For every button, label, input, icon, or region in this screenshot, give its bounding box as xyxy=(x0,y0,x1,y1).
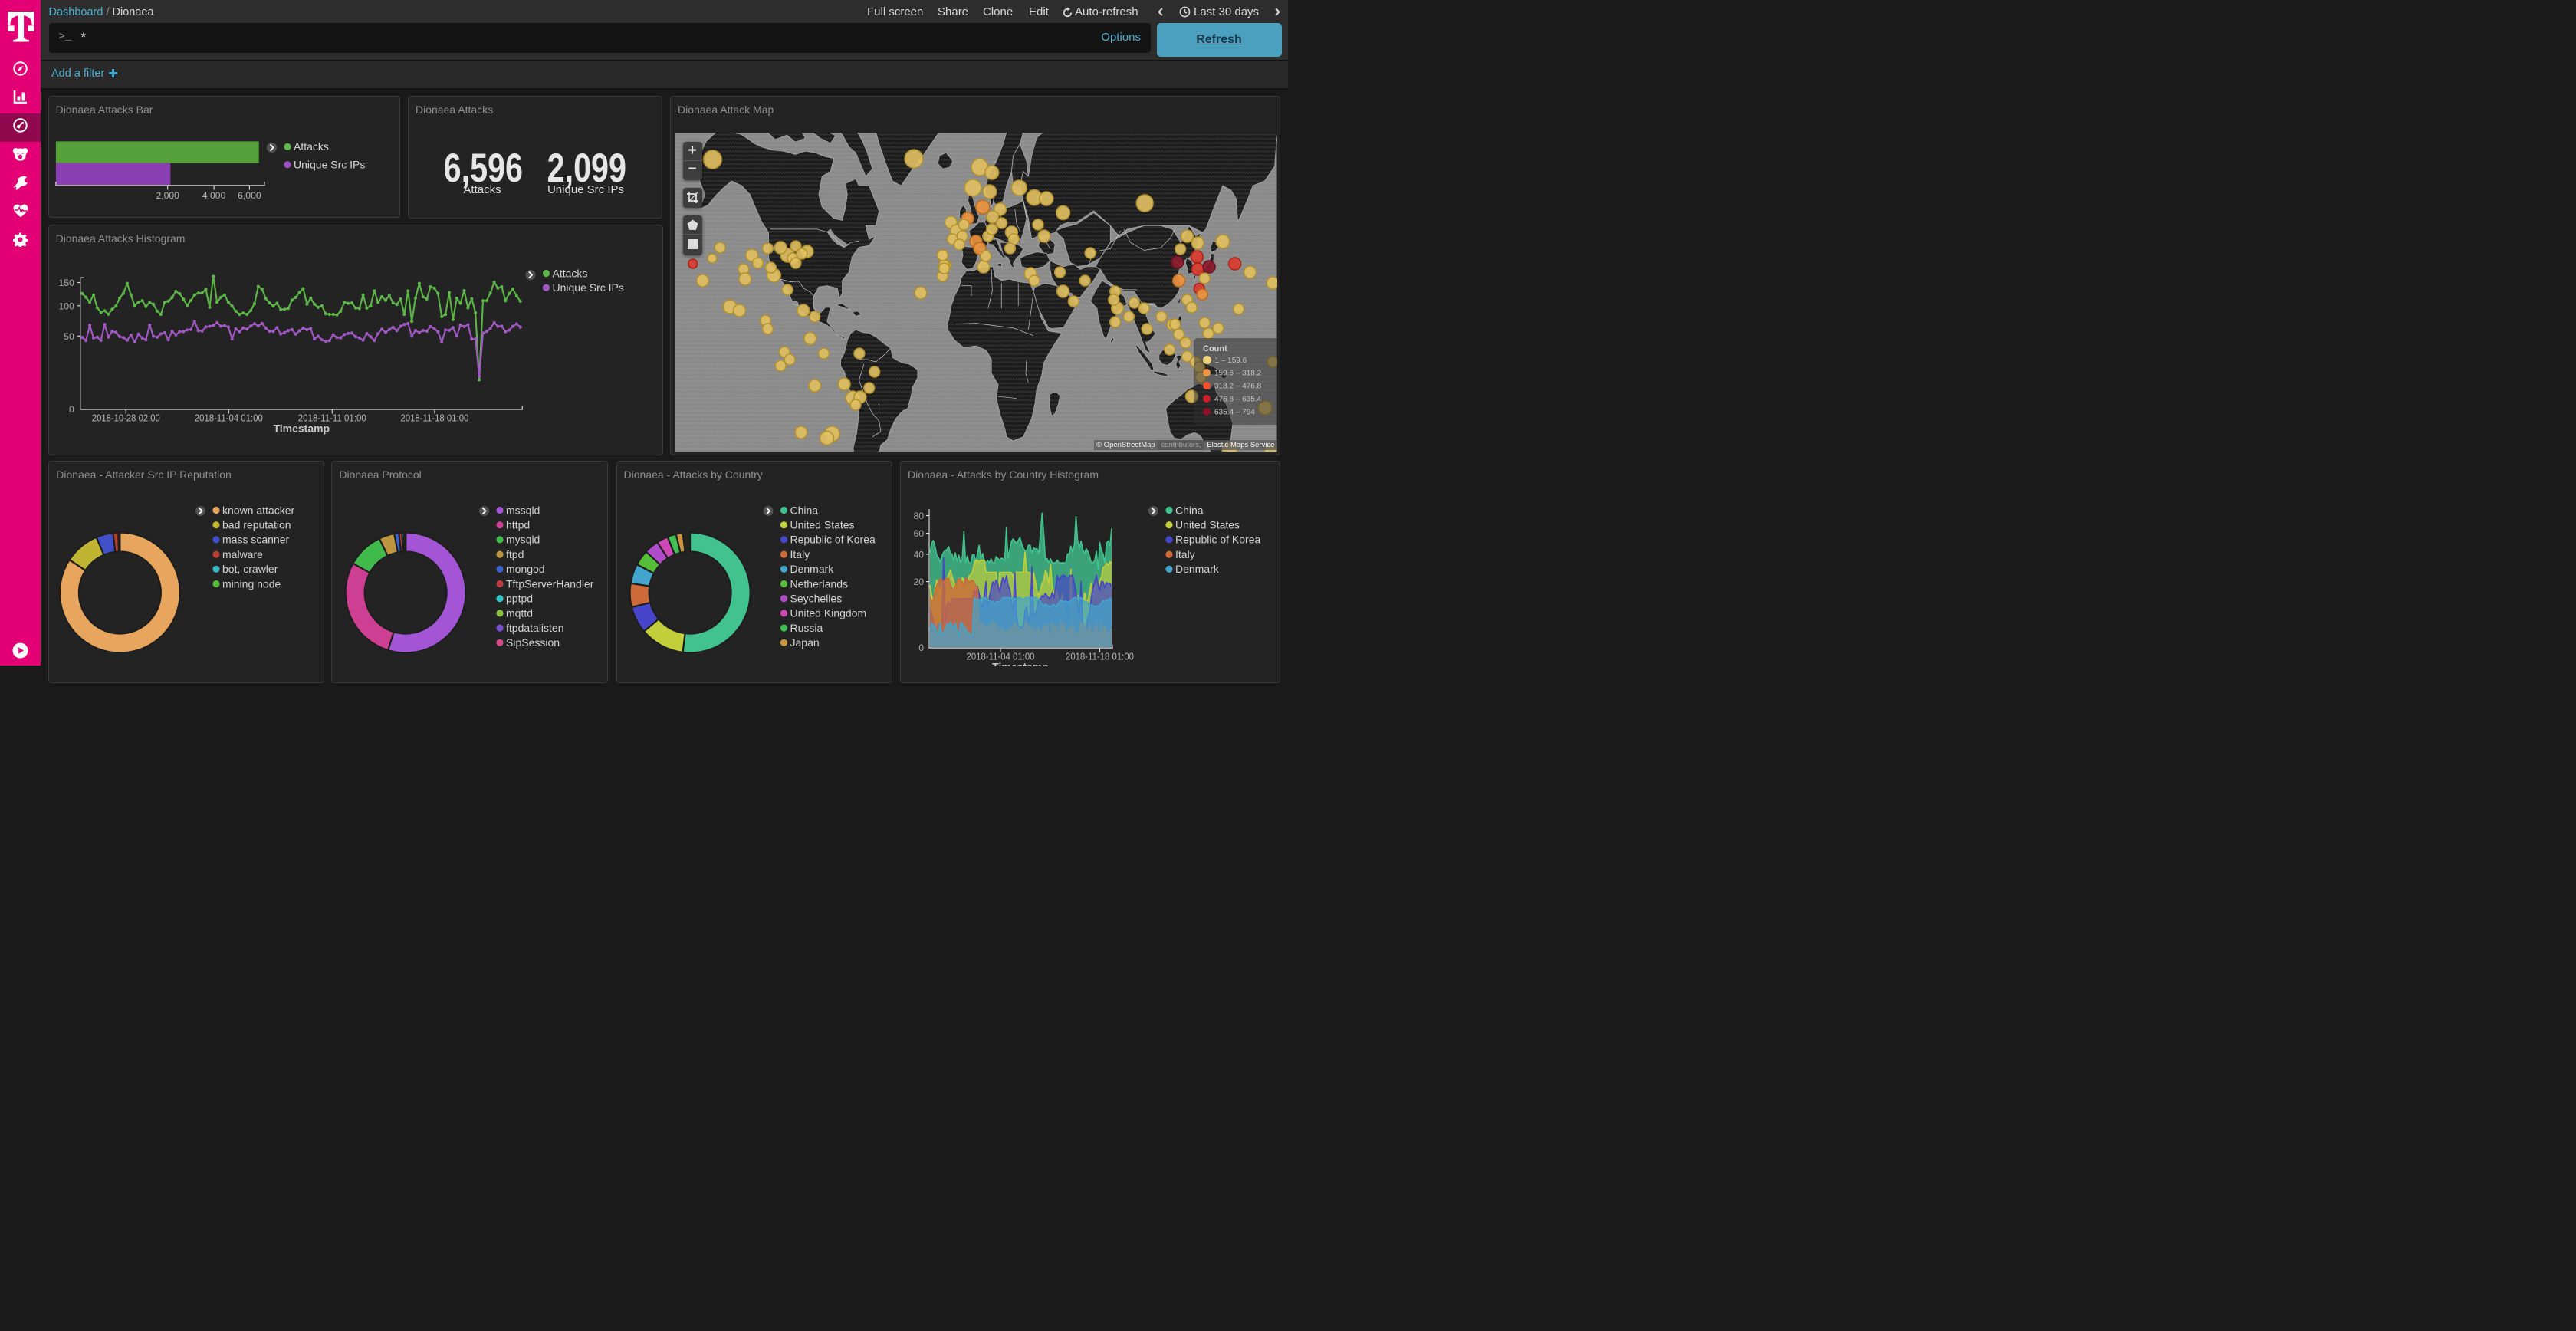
svg-text:2018-10-28 02:00: 2018-10-28 02:00 xyxy=(91,412,159,423)
svg-text:Attacks: Attacks xyxy=(552,267,587,279)
svg-text:20: 20 xyxy=(913,577,924,587)
svg-text:China: China xyxy=(790,504,818,516)
svg-text:TftpServerHandler: TftpServerHandler xyxy=(506,577,594,590)
svg-text:0: 0 xyxy=(918,642,924,653)
svg-text:Timestamp: Timestamp xyxy=(273,422,330,434)
svg-text:Russia: Russia xyxy=(790,622,823,634)
svg-text:Republic of Korea: Republic of Korea xyxy=(1175,534,1261,546)
svg-text:mass scanner: mass scanner xyxy=(222,534,289,546)
svg-text:Seychelles: Seychelles xyxy=(790,593,842,605)
svg-text:2018-11-18 01:00: 2018-11-18 01:00 xyxy=(400,412,468,423)
svg-text:SipSession: SipSession xyxy=(506,636,560,649)
svg-text:httpd: httpd xyxy=(506,519,530,531)
svg-text:known attacker: known attacker xyxy=(222,504,294,516)
svg-text:ftpd: ftpd xyxy=(506,548,524,560)
svg-text:100: 100 xyxy=(58,301,74,311)
svg-text:malware: malware xyxy=(222,548,263,560)
svg-text:2018-11-04 01:00: 2018-11-04 01:00 xyxy=(194,412,262,423)
svg-text:2018-11-11 01:00: 2018-11-11 01:00 xyxy=(297,412,366,423)
svg-text:pptpd: pptpd xyxy=(506,593,533,605)
svg-text:United States: United States xyxy=(790,519,854,531)
svg-text:Denmark: Denmark xyxy=(790,563,834,575)
svg-text:2,000: 2,000 xyxy=(156,190,179,201)
svg-text:2018-11-18 01:00: 2018-11-18 01:00 xyxy=(1066,652,1134,662)
svg-text:40: 40 xyxy=(913,549,924,560)
svg-text:Unique Src IPs: Unique Src IPs xyxy=(552,281,623,294)
svg-text:Timestamp: Timestamp xyxy=(992,661,1049,666)
svg-text:United Kingdom: United Kingdom xyxy=(790,607,866,619)
svg-text:2018-11-04 01:00: 2018-11-04 01:00 xyxy=(967,652,1035,662)
svg-text:80: 80 xyxy=(913,511,924,521)
svg-text:mongod: mongod xyxy=(506,563,545,575)
svg-text:United States: United States xyxy=(1175,519,1240,531)
svg-text:150: 150 xyxy=(58,278,74,288)
svg-text:mqttd: mqttd xyxy=(506,607,533,619)
svg-text:Netherlands: Netherlands xyxy=(790,577,848,590)
svg-text:6,000: 6,000 xyxy=(238,190,261,201)
svg-text:Japan: Japan xyxy=(790,636,819,649)
svg-text:Republic of Korea: Republic of Korea xyxy=(790,534,876,546)
svg-text:mysqld: mysqld xyxy=(506,534,540,546)
svg-text:Denmark: Denmark xyxy=(1175,563,1220,575)
svg-text:bad reputation: bad reputation xyxy=(222,519,291,531)
svg-text:4,000: 4,000 xyxy=(202,190,225,201)
svg-text:mssqld: mssqld xyxy=(506,504,540,516)
svg-text:ftpdatalisten: ftpdatalisten xyxy=(506,622,564,634)
svg-text:0: 0 xyxy=(69,404,74,415)
svg-text:mining node: mining node xyxy=(222,577,281,590)
svg-text:China: China xyxy=(1175,504,1204,516)
svg-text:60: 60 xyxy=(913,528,924,539)
svg-text:bot, crawler: bot, crawler xyxy=(222,563,278,575)
svg-text:Italy: Italy xyxy=(1175,548,1195,560)
svg-text:Italy: Italy xyxy=(790,548,810,560)
svg-text:Unique Src IPs: Unique Src IPs xyxy=(294,158,365,170)
svg-text:50: 50 xyxy=(64,330,74,341)
svg-text:Attacks: Attacks xyxy=(294,140,329,153)
